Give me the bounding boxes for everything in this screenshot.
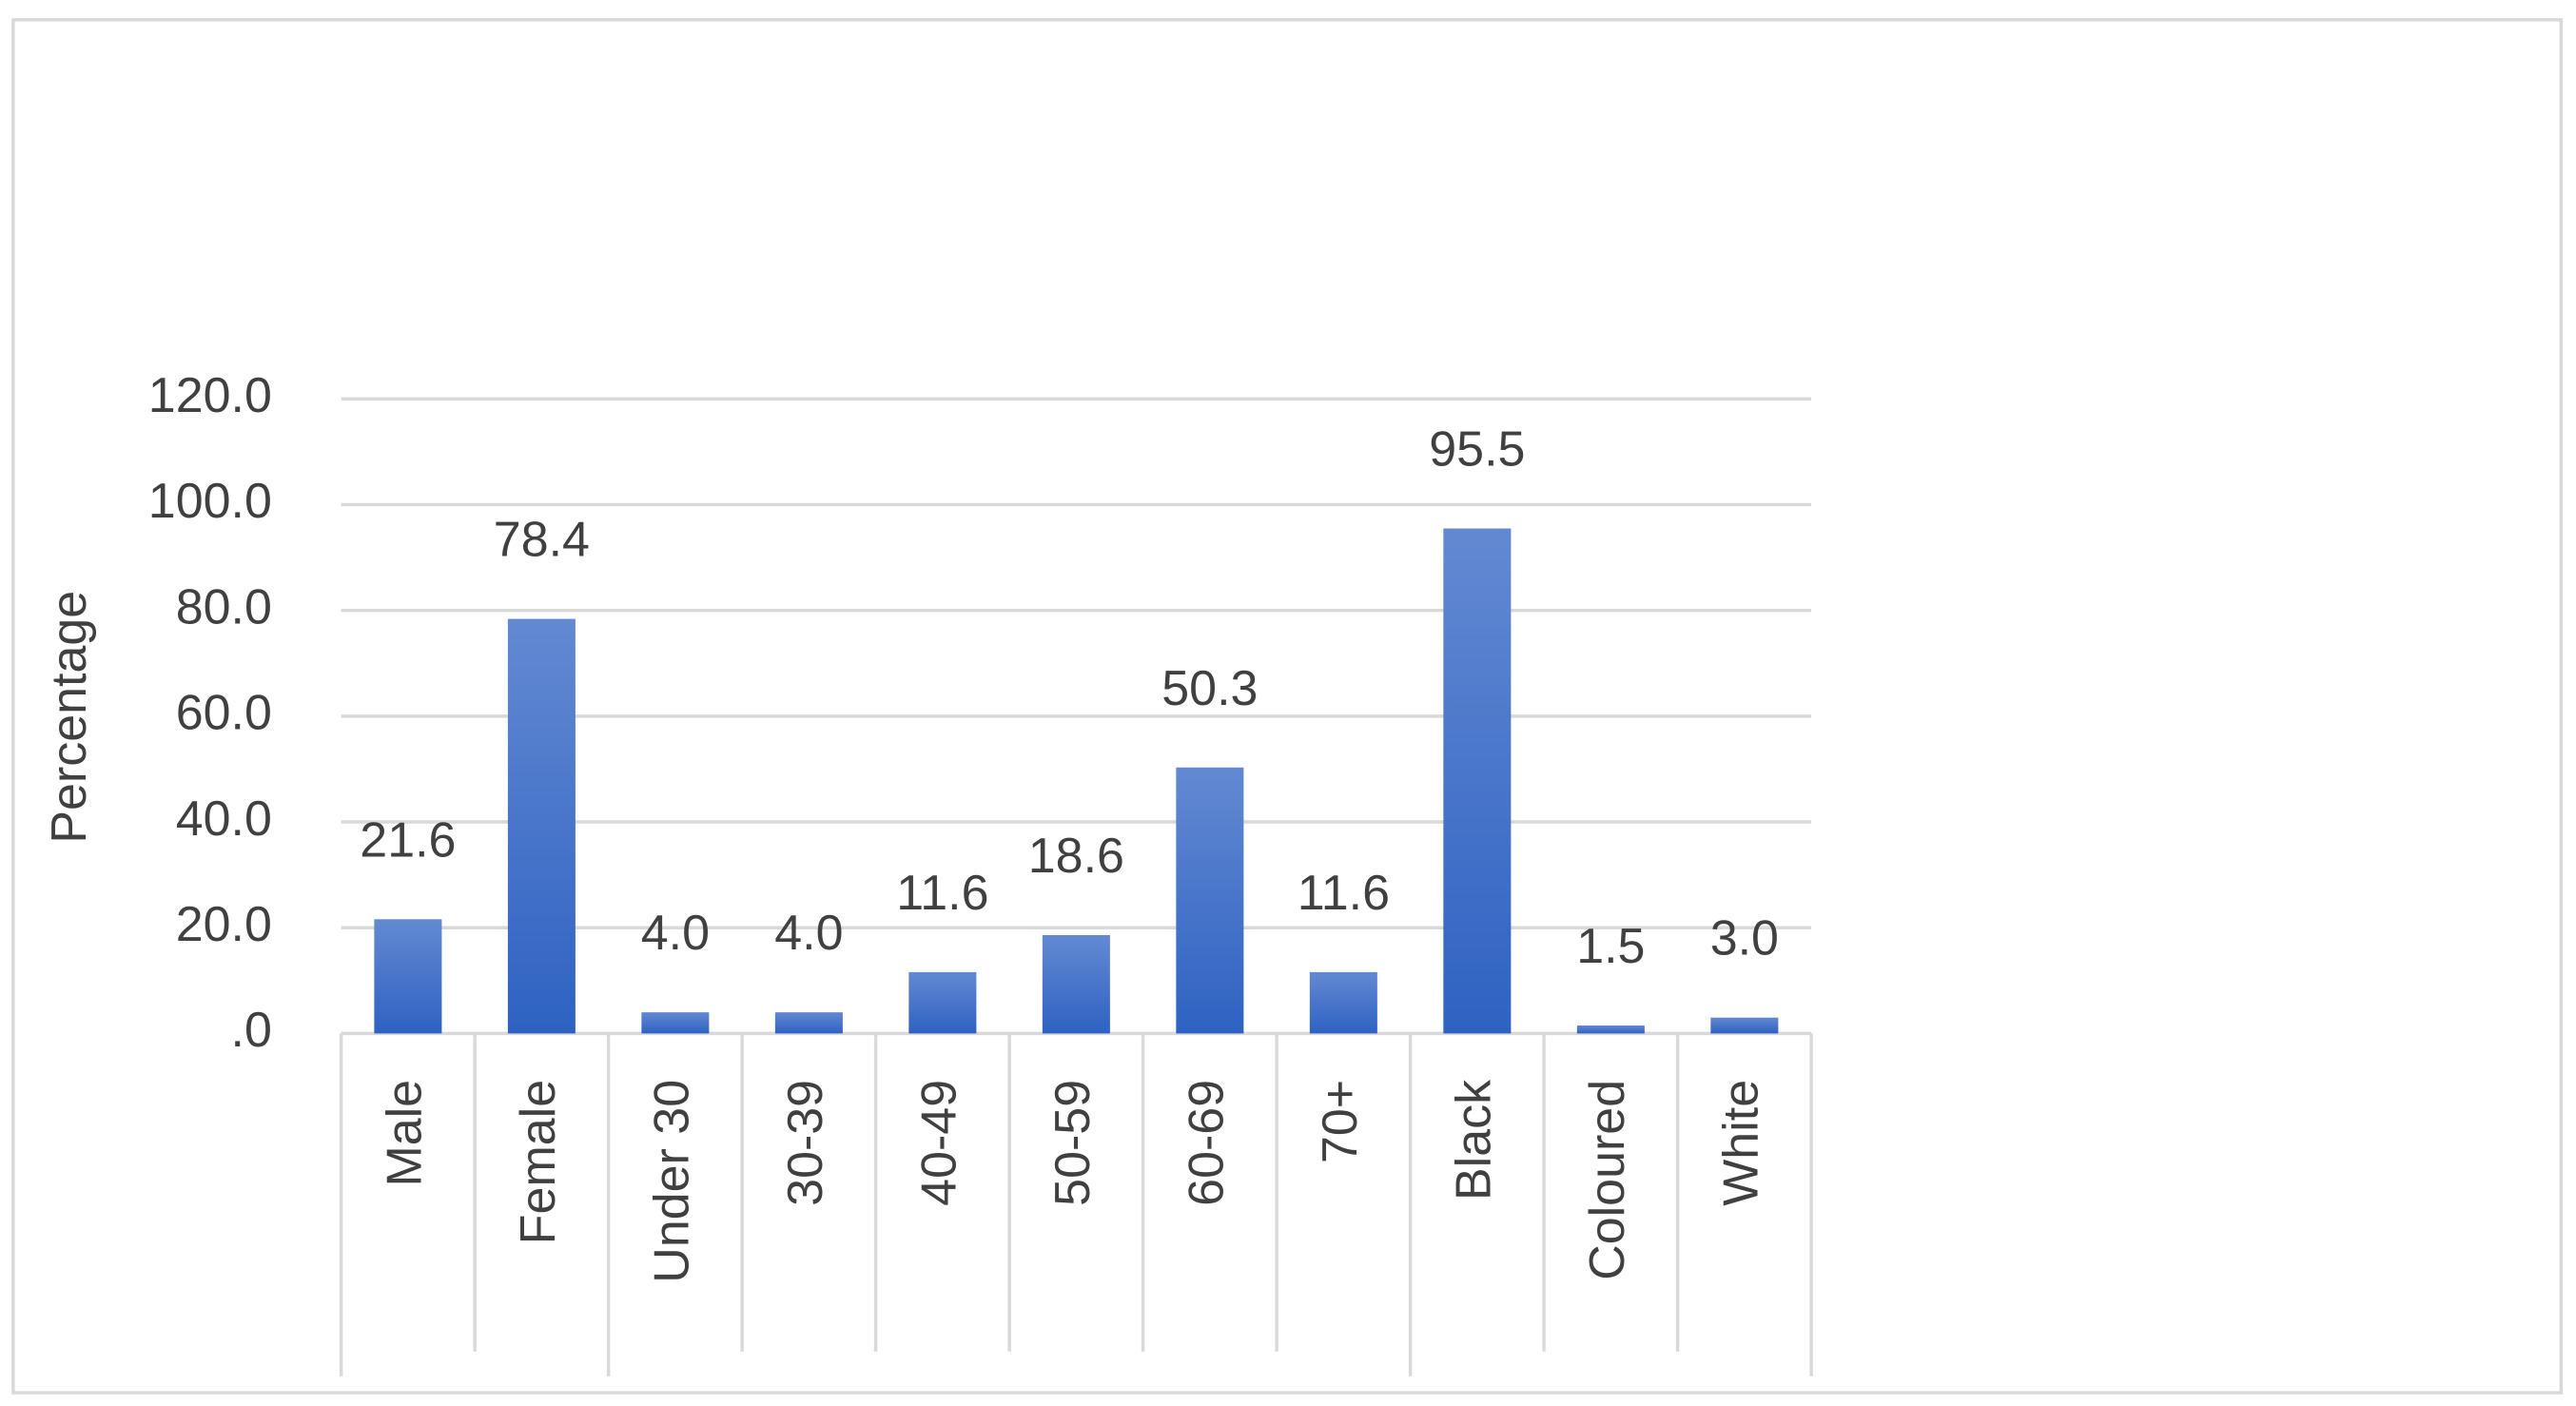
data-label: 21.6 xyxy=(360,812,456,868)
data-label: 3.0 xyxy=(1710,911,1779,967)
x-tick-label: 40-49 xyxy=(912,1080,967,1206)
y-tick-label: 20.0 xyxy=(176,897,272,952)
x-tick-label: 60-69 xyxy=(1180,1080,1235,1206)
x-tick-label: 70+ xyxy=(1313,1080,1368,1163)
bar xyxy=(908,971,977,1034)
x-tick-label: Coloured xyxy=(1580,1080,1635,1280)
y-tick-label: 60.0 xyxy=(176,686,272,741)
bar xyxy=(374,919,442,1034)
bar xyxy=(1176,767,1244,1034)
data-label: 18.6 xyxy=(1028,829,1124,884)
x-tick-label: Black xyxy=(1447,1079,1502,1201)
y-tick-label: .0 xyxy=(231,1003,272,1058)
y-axis-title: Percentage xyxy=(42,591,97,844)
y-tick-label: 100.0 xyxy=(148,474,272,529)
x-tick-label: 30-39 xyxy=(778,1080,833,1206)
bar xyxy=(641,1012,710,1034)
bar xyxy=(1443,528,1512,1034)
data-label: 11.6 xyxy=(896,866,988,921)
data-label: 1.5 xyxy=(1576,919,1645,974)
data-label: 4.0 xyxy=(774,906,843,961)
x-tick-label: 50-59 xyxy=(1045,1080,1101,1206)
data-label: 50.3 xyxy=(1161,661,1258,716)
bar xyxy=(1309,971,1377,1034)
bar xyxy=(1710,1017,1779,1034)
x-tick-label: Male xyxy=(378,1080,433,1187)
data-label: 95.5 xyxy=(1429,422,1525,478)
x-tick-label: White xyxy=(1714,1080,1769,1206)
x-tick-label: Under 30 xyxy=(645,1080,700,1283)
bar xyxy=(1576,1025,1645,1034)
data-label: 4.0 xyxy=(641,906,710,961)
data-label: 78.4 xyxy=(494,513,590,568)
x-tick-label: Female xyxy=(511,1080,566,1244)
y-tick-label: 40.0 xyxy=(176,791,272,847)
bar xyxy=(507,618,576,1034)
bar xyxy=(1042,934,1110,1034)
y-tick-label: 80.0 xyxy=(176,579,272,635)
bar xyxy=(774,1012,843,1034)
chart-border xyxy=(11,18,2564,1395)
data-label: 11.6 xyxy=(1298,866,1390,921)
y-tick-label: 120.0 xyxy=(148,368,272,423)
